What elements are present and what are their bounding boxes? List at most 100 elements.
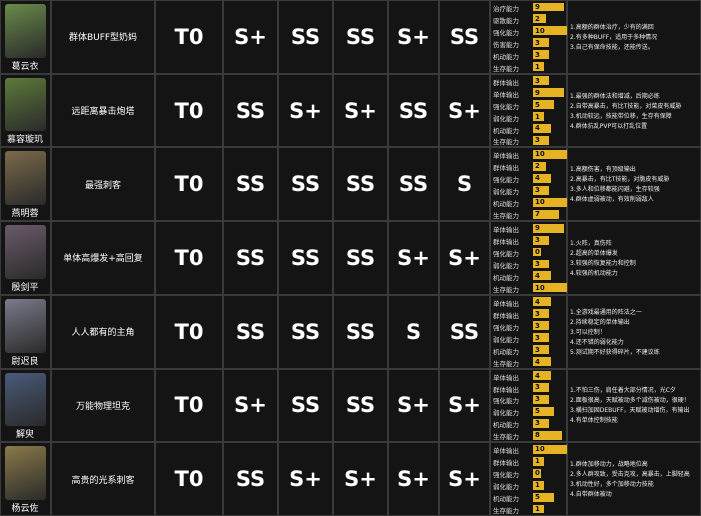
portrait (5, 4, 46, 58)
stat-label: 群体输出 (493, 164, 519, 173)
stat-label: 强化能力 (493, 397, 519, 406)
rating: S+ (439, 73, 490, 148)
notes-cell (567, 147, 701, 222)
notes-cell (567, 442, 701, 516)
description: 远距离暴击炮塔 (51, 73, 155, 148)
stat-value: 4 (533, 371, 552, 380)
note: 3.机动性好，多个加移动力技能 (570, 481, 654, 489)
notes-cell (567, 368, 701, 443)
tier: T0 (155, 368, 223, 443)
stat-value: 3 (533, 76, 549, 86)
rating: SS (223, 73, 278, 148)
stat-value: 10 (533, 283, 567, 293)
rating: SS (333, 368, 388, 443)
rating: S+ (439, 221, 490, 295)
stat-label: 弱化能力 (493, 188, 519, 197)
note: 2.超高的单体爆发 (570, 250, 618, 257)
description: 群体BUFF型奶妈 (51, 0, 155, 74)
stat-value: 9 (533, 2, 565, 12)
tier: T0 (155, 442, 223, 516)
hero-name: 燕明蓉 (11, 209, 39, 220)
hero-name: 葛云衣 (11, 61, 39, 72)
rating: SS (333, 221, 388, 295)
stat-value: 10 (533, 444, 567, 454)
note: 2.持续稳定的单体输出 (570, 318, 630, 326)
rating: S+ (439, 368, 490, 443)
stat-value: 4 (533, 173, 552, 183)
stat-value: 10 (533, 197, 567, 207)
rating: SS (439, 0, 490, 74)
stat-label: 生存能力 (493, 359, 519, 368)
stat-label: 强化能力 (493, 102, 519, 111)
note: 2.有多种BUFF，适用于多种情况 (570, 33, 658, 41)
rating: SS (439, 294, 490, 369)
note: 1.火阵，真伤阵 (570, 240, 612, 247)
stat-label: 单体输出 (493, 226, 519, 235)
stat-value: 4 (533, 271, 552, 281)
stat-value: 3 (533, 50, 549, 60)
note: 4.还不错的弱化能力 (570, 338, 624, 346)
stat-label: 群体输出 (493, 78, 519, 87)
stat-value: 3 (533, 345, 549, 355)
stats-cell (490, 294, 567, 369)
portrait (5, 151, 46, 206)
note: 2.高暴击，有比T技能，对脆皮有威胁 (570, 176, 670, 184)
stats-cell (490, 0, 567, 74)
stat-value: 3 (533, 418, 549, 428)
notes-cell (567, 73, 701, 148)
rating: S+ (388, 0, 439, 74)
stat-label: 生存能力 (493, 138, 519, 147)
rating: SS (333, 147, 388, 222)
note: 4.自带群体被动 (570, 491, 612, 499)
stat-label: 弱化能力 (493, 483, 519, 492)
hero-name: 殷剑平 (11, 282, 39, 293)
stat-value: 3 (533, 309, 549, 319)
stat-value: 4 (533, 357, 552, 367)
stat-value: 3 (533, 235, 549, 245)
note: 3.较强的恢复能力和控制 (570, 260, 636, 267)
stat-label: 治疗能力 (493, 5, 519, 13)
note: 1.高额的群体治疗，少有的满回 (570, 23, 654, 31)
note: 5.测试期不好获得碎片，不建议练 (570, 348, 660, 356)
stat-value: 9 (533, 88, 565, 98)
stat-value: 5 (533, 492, 554, 502)
stat-label: 生存能力 (493, 285, 519, 294)
notes-cell (567, 0, 701, 74)
note: 4.有单体控制技能 (570, 417, 618, 425)
stats-cell (490, 221, 567, 295)
hero-name: 解臾 (15, 430, 34, 441)
stat-value: 10 (533, 149, 567, 159)
stat-value: 1 (533, 62, 544, 72)
stat-label: 群体输出 (493, 238, 519, 247)
stat-value: 3 (533, 383, 549, 392)
rating: SS (278, 294, 333, 369)
stats-cell (490, 73, 567, 148)
stat-value: 2 (533, 161, 547, 171)
stat-label: 生存能力 (493, 64, 519, 73)
stat-label: 机动能力 (493, 421, 519, 430)
stat-value: 8 (533, 430, 562, 440)
rating: S+ (388, 221, 439, 295)
stat-label: 强化能力 (493, 323, 519, 332)
note: 2.自带高暴击，有比T技能，对菜皮有威胁 (570, 102, 682, 110)
note: 1.不怕三伤，肩任着大部分情况，光C夕 (570, 387, 676, 395)
stat-value: 5 (533, 406, 554, 416)
note: 3.横扫加固DEBUFF，天赋被动增伤，有输出 (570, 407, 690, 415)
description: 万能物理坦克 (51, 368, 155, 443)
rating: SS (333, 294, 388, 369)
rating: S (439, 147, 490, 222)
hero-name: 尉迟良 (11, 356, 39, 367)
stat-label: 生存能力 (493, 507, 519, 516)
tier: T0 (155, 73, 223, 148)
rating: SS (223, 147, 278, 222)
stat-label: 弱化能力 (493, 335, 519, 344)
rating: S+ (388, 368, 439, 443)
stat-value: 3 (533, 135, 549, 145)
stat-value: 7 (533, 209, 560, 219)
stat-value: 0 (533, 247, 541, 257)
note: 2.多人群攻致，受击克攻，高暴击，上脚轻高 (570, 471, 690, 479)
portrait (5, 372, 46, 427)
rating: SS (278, 221, 333, 295)
stat-label: 机动能力 (493, 347, 519, 356)
notes-cell (567, 221, 701, 295)
